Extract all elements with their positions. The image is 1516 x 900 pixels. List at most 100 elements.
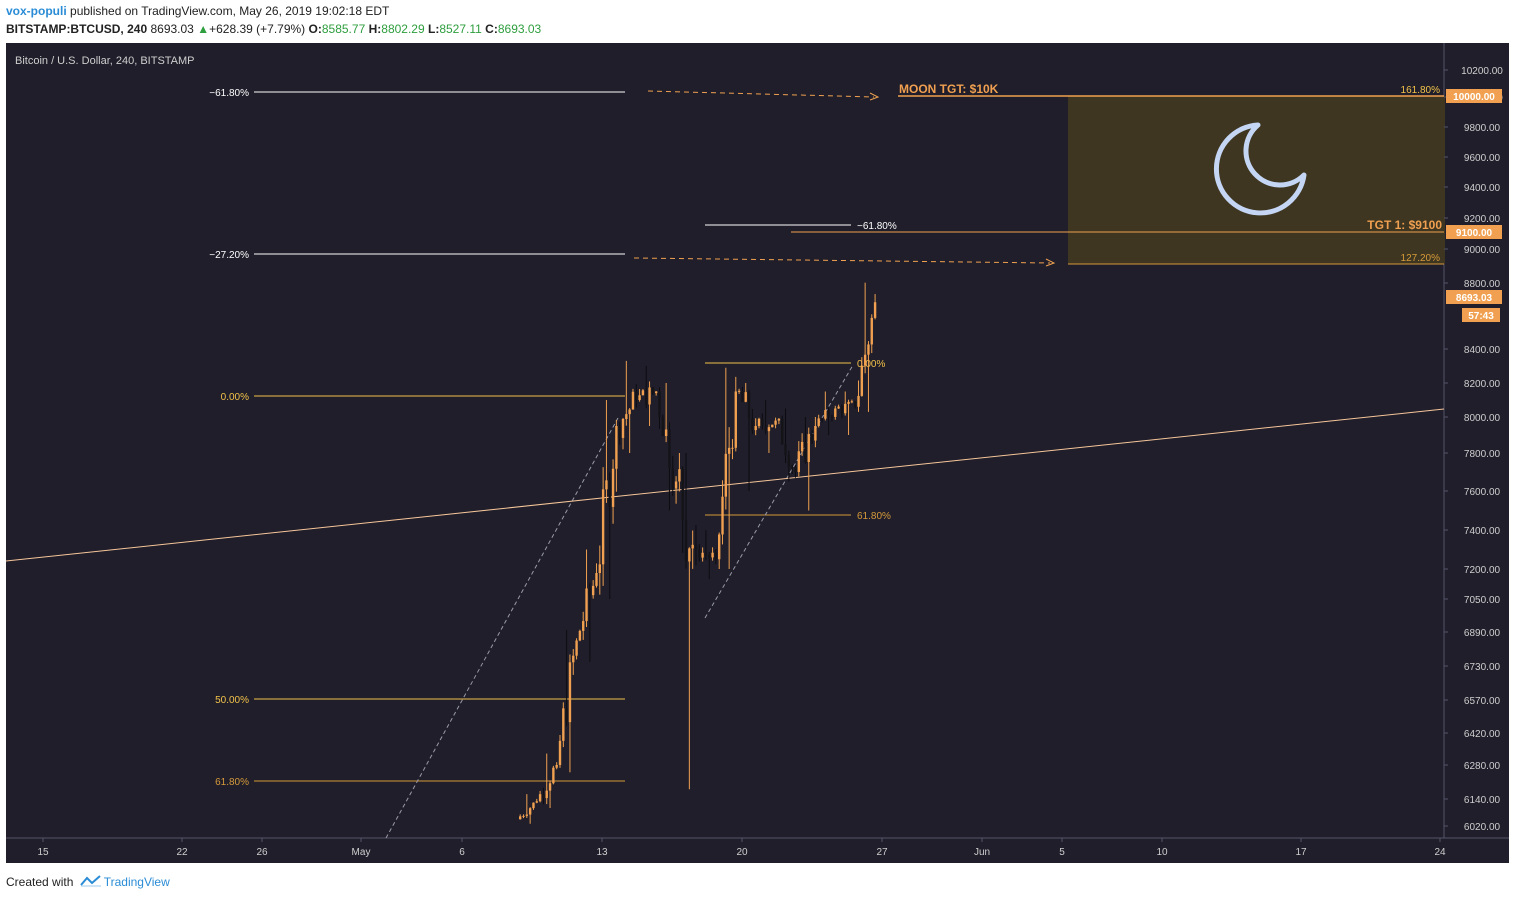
candle-body [747,392,751,419]
fib1-ext-mid-label: −27.20% [209,250,249,261]
y-tick-label: 6020.00 [1464,822,1501,833]
candle-body [857,395,860,407]
candle-body [790,466,794,468]
y-tick-label: 6420.00 [1464,729,1501,740]
created-with-text: Created with [6,875,74,889]
candle-body [751,418,754,431]
tradingview-logo-icon [79,875,102,890]
low-key: L: [428,22,440,36]
candle-body [834,408,837,417]
candle-body [528,808,532,815]
candle-body [863,354,867,366]
candle-body [804,441,807,463]
y-tick-label: 10200.00 [1461,66,1503,77]
candle-body [734,391,737,448]
price-change: +628.39 (+7.79%) [209,22,306,36]
chart-svg[interactable]: Bitcoin / U.S. Dollar, 240, BITSTAMP 161… [6,43,1509,863]
candle-body [658,391,661,417]
candle-body [873,302,877,318]
candle-body [774,420,777,425]
candle-body [661,416,665,437]
candle-body [615,426,618,469]
candle-body [535,801,538,803]
candle-body [532,802,535,809]
x-tick-label: 17 [1295,847,1307,858]
candle-body [548,783,552,791]
fib1-golden-label: 61.80% [215,777,249,788]
x-tick-label: 13 [596,847,608,858]
x-tick-label: 26 [256,847,268,858]
tradingview-link[interactable]: TradingView [103,875,170,889]
candle-body [651,387,655,394]
candle-body [611,468,615,507]
candle-body [645,390,648,405]
candle-body [648,387,651,405]
fib2-ext-label: −61.80% [857,221,897,232]
footer: Created with TradingView [6,875,170,890]
candle-body [737,390,741,392]
candle-body [731,447,734,449]
candle-body [744,392,747,402]
time-axis: 15 22 26 May 6 13 20 27 Jun 5 10 17 24 [37,838,1446,858]
author-link[interactable]: vox-populi [6,4,67,18]
candle-body [764,425,767,432]
fib1-ext-top-label: −61.80% [209,88,249,99]
candle-body [691,544,694,549]
candle-body [817,418,820,426]
high-value: 8802.29 [381,22,425,36]
candle-body [598,564,601,573]
y-tick-label: 7800.00 [1464,449,1501,460]
symbol-label: BITSTAMP:BTCUSD, 240 [6,22,148,36]
open-value: 8585.77 [321,22,366,36]
candle-body [850,401,854,403]
candle-body [582,621,585,631]
candle-body [568,662,572,723]
candle-body [870,317,873,345]
y-tick-label: 8800.00 [1464,279,1501,290]
y-tick-label: 6890.00 [1464,628,1501,639]
candle-body [754,426,757,431]
candle-body [552,767,555,784]
tgt1-price-text: 9100.00 [1456,228,1493,239]
candle-body [711,552,714,558]
candle-body [820,418,824,420]
candle-body [654,391,658,394]
candle-body [781,418,784,445]
target-zone [1068,96,1445,264]
target-price-text: 10000.00 [1453,92,1495,103]
fib2-zero-label: 0.00% [857,359,885,370]
high-key: H: [368,22,382,36]
candle-body [797,451,800,472]
x-tick-label: 27 [876,847,888,858]
moon-target-label: MOON TGT: $10K [899,82,999,96]
y-tick-label: 6280.00 [1464,761,1501,772]
candle-body [538,794,542,802]
candle-body [519,816,522,820]
x-tick-label: 22 [176,847,188,858]
candle-body [830,416,834,418]
candle-body [860,365,864,396]
candle-body [621,418,625,438]
y-tick-label: 9800.00 [1464,123,1501,134]
y-tick-label: 7050.00 [1464,595,1501,606]
candle-body [807,433,810,463]
y-tick-label: 6140.00 [1464,795,1501,806]
candle-body [844,403,847,414]
candle-body [721,496,724,535]
candle-body [591,585,595,596]
candle-body [585,588,588,622]
candle-body [664,429,668,437]
y-tick-label: 9400.00 [1464,183,1501,194]
candle-body [777,418,781,421]
tgt1-price-badge: 9100.00 [1446,225,1502,239]
candle-body [837,406,840,409]
last-price: 8693.03 [150,22,194,36]
countdown-text: 57:43 [1468,311,1494,322]
low-value: 8527.11 [439,22,482,36]
candle-body [867,344,870,355]
candle-body [628,409,631,415]
candle-body [558,740,562,765]
candle-body [698,549,701,558]
x-tick-label: 15 [37,847,49,858]
candle-body [625,414,628,419]
